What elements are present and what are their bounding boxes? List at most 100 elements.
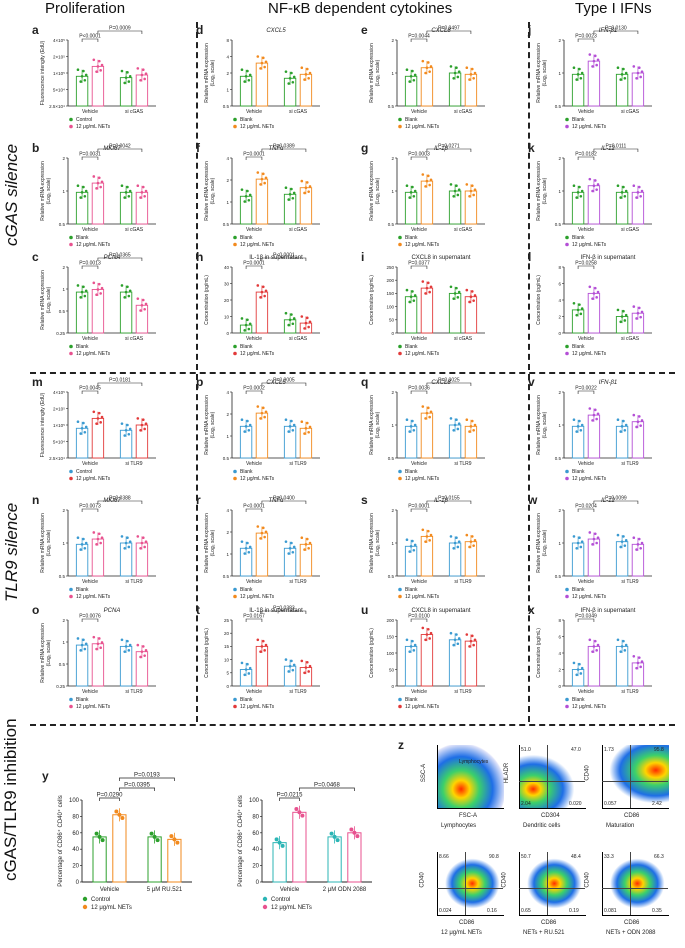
data-point xyxy=(639,194,642,198)
flow-title: NETs + RU.521 xyxy=(523,930,565,936)
data-point xyxy=(426,529,430,533)
group-label: si cGAS xyxy=(621,109,640,115)
y-axis-label: Relative mRNA expression xyxy=(40,161,46,221)
data-point xyxy=(141,418,145,422)
data-point xyxy=(141,536,145,540)
legend-label: 12 μg/mL NETs xyxy=(76,242,111,248)
significance-bracket xyxy=(245,390,263,394)
quadrant-value-ur: 90.8 xyxy=(489,854,499,860)
data-point xyxy=(591,297,594,300)
y-tick-label: 5×10⁴ xyxy=(53,439,65,444)
data-point xyxy=(300,536,304,540)
data-point xyxy=(83,546,87,550)
data-point xyxy=(100,838,105,843)
legend-label: Blank xyxy=(76,587,89,593)
data-point xyxy=(640,189,644,193)
data-point xyxy=(76,284,80,287)
panel-letter: y xyxy=(42,769,49,783)
significance-bracket xyxy=(97,257,143,261)
legend-label: Blank xyxy=(76,697,89,703)
data-point xyxy=(96,65,100,68)
y-tick-label: 15 xyxy=(224,644,230,649)
data-point xyxy=(426,406,430,410)
y-tick-label: 100 xyxy=(69,798,80,804)
data-point xyxy=(456,75,460,79)
data-point xyxy=(155,838,160,843)
data-point xyxy=(247,198,251,202)
group-label: Vehicle xyxy=(411,227,427,233)
data-point xyxy=(408,196,412,199)
data-point xyxy=(595,541,598,545)
flow-plot-mat xyxy=(602,745,669,809)
data-point xyxy=(619,430,623,433)
data-point xyxy=(126,185,129,189)
data-point xyxy=(472,544,475,547)
y-tick-label: 1×10⁵ xyxy=(53,423,65,428)
legend-marker xyxy=(69,242,73,247)
data-point xyxy=(82,638,85,642)
panel-letter: b xyxy=(32,141,39,155)
y-tick-label: 80 xyxy=(252,814,259,820)
data-point xyxy=(288,664,292,668)
data-point xyxy=(128,540,132,543)
data-point xyxy=(624,189,628,193)
group-label: si cGAS xyxy=(289,336,308,342)
legend-label: 12 μg/mL NETs xyxy=(405,242,440,248)
data-point xyxy=(592,537,596,541)
p-value: P=0.0111 xyxy=(606,144,627,150)
data-point xyxy=(97,411,101,415)
data-point xyxy=(260,645,264,648)
legend-marker xyxy=(233,351,237,356)
p-value: P=0.0022 xyxy=(575,386,597,392)
p-value: P=0.0042 xyxy=(109,144,131,150)
y-tick-label: 30 xyxy=(224,281,230,286)
y-tick-label: 0 xyxy=(226,331,229,336)
legend-label: Blank xyxy=(405,344,418,350)
group-label: si TLR9 xyxy=(125,689,142,695)
group-label: si TLR9 xyxy=(454,579,471,585)
data-point xyxy=(579,428,583,432)
data-point xyxy=(619,650,623,653)
data-point xyxy=(260,61,264,65)
y-tick-label: 0 xyxy=(76,880,80,886)
data-point xyxy=(449,417,453,420)
quadrant-value-ur: 48.4 xyxy=(571,854,581,860)
data-point xyxy=(426,174,430,178)
data-point xyxy=(114,809,119,814)
significance-bracket xyxy=(426,500,472,504)
data-point xyxy=(592,292,596,295)
legend-label: Blank xyxy=(572,697,585,703)
p-value: P=0.0073 xyxy=(79,504,101,510)
p-value: P=0.0271 xyxy=(438,144,460,150)
data-point xyxy=(143,307,146,311)
data-point xyxy=(637,66,641,70)
bar xyxy=(464,640,478,687)
panel-letter: v xyxy=(528,375,535,389)
quadrant-gate-h xyxy=(437,888,503,889)
legend-label: 12 μg/mL NETs xyxy=(240,594,275,600)
data-point xyxy=(595,63,598,67)
y-axis-label: Concentration (pg/mL) xyxy=(536,628,542,678)
data-point xyxy=(575,313,579,317)
y-axis-scale-label: (Log₂ scale) xyxy=(210,177,216,204)
y-tick-label: 2 xyxy=(226,178,229,183)
data-point xyxy=(141,298,145,302)
data-point xyxy=(428,183,431,187)
data-point xyxy=(84,73,88,77)
y-tick-label: 1 xyxy=(391,423,394,428)
data-point xyxy=(127,545,131,549)
data-point xyxy=(139,309,142,312)
legend-marker xyxy=(82,904,88,910)
legend-marker xyxy=(233,587,237,592)
data-point xyxy=(120,638,124,642)
data-point xyxy=(82,421,85,425)
quadrant-value-ur: 66.3 xyxy=(654,854,664,860)
data-point xyxy=(452,297,456,300)
data-point xyxy=(468,194,471,198)
data-point xyxy=(291,80,295,84)
y-axis-label: Relative mRNA expression xyxy=(536,395,542,455)
data-point xyxy=(616,418,620,422)
group-label: Vehicle xyxy=(82,461,98,467)
data-point xyxy=(128,75,132,78)
data-point xyxy=(409,545,413,548)
